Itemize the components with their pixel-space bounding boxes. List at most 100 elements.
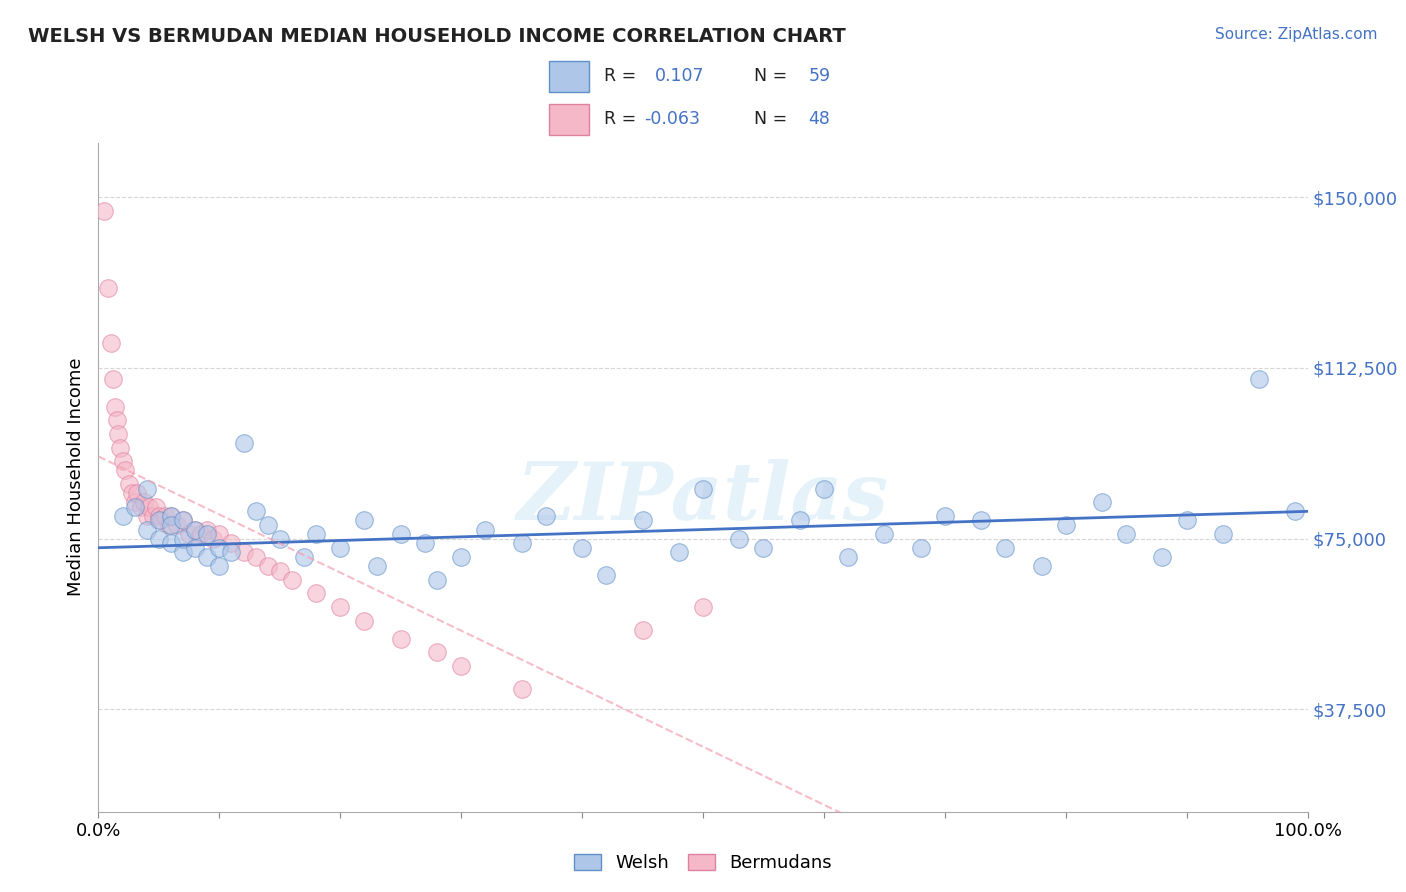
Point	[1212, 527, 1234, 541]
Point	[111, 454, 134, 468]
Point	[172, 532, 194, 546]
Point	[1115, 527, 1137, 541]
Point	[813, 482, 835, 496]
Point	[305, 586, 328, 600]
Point	[1031, 558, 1053, 573]
Text: -0.063: -0.063	[644, 110, 700, 128]
Point	[145, 500, 167, 514]
Point	[142, 508, 165, 523]
Point	[184, 541, 207, 555]
Point	[305, 527, 328, 541]
Point	[148, 513, 170, 527]
Point	[195, 523, 218, 537]
Point	[329, 541, 352, 555]
Point	[124, 500, 146, 514]
Point	[208, 541, 231, 555]
Point	[195, 549, 218, 564]
Point	[208, 558, 231, 573]
Text: 59: 59	[808, 67, 831, 85]
Point	[366, 558, 388, 573]
Point	[138, 500, 160, 514]
Point	[837, 549, 859, 564]
Point	[1249, 372, 1271, 386]
Point	[118, 477, 141, 491]
Point	[752, 541, 775, 555]
Point	[970, 513, 993, 527]
Point	[450, 549, 472, 564]
Point	[281, 573, 304, 587]
Point	[353, 614, 375, 628]
Point	[184, 523, 207, 537]
Y-axis label: Median Household Income: Median Household Income	[66, 358, 84, 597]
Text: 48: 48	[808, 110, 831, 128]
Point	[934, 508, 956, 523]
Point	[994, 541, 1017, 555]
Text: R =: R =	[603, 110, 641, 128]
Point	[534, 508, 557, 523]
Point	[1284, 504, 1306, 518]
Point	[160, 536, 183, 550]
Point	[135, 523, 157, 537]
Point	[135, 482, 157, 496]
Point	[107, 427, 129, 442]
Point	[631, 623, 654, 637]
Point	[93, 204, 115, 219]
Point	[108, 441, 131, 455]
Point	[269, 564, 291, 578]
Text: R =: R =	[603, 67, 641, 85]
Point	[160, 508, 183, 523]
Text: 0.107: 0.107	[655, 67, 704, 85]
Point	[389, 632, 412, 646]
Point	[692, 599, 714, 614]
Point	[269, 532, 291, 546]
Point	[873, 527, 896, 541]
Point	[148, 532, 170, 546]
Point	[221, 536, 243, 550]
Point	[195, 527, 218, 541]
Point	[127, 486, 149, 500]
Point	[232, 545, 254, 559]
Point	[595, 568, 617, 582]
Text: ZIPatlas: ZIPatlas	[517, 458, 889, 536]
Point	[474, 523, 496, 537]
Point	[1054, 518, 1077, 533]
Text: WELSH VS BERMUDAN MEDIAN HOUSEHOLD INCOME CORRELATION CHART: WELSH VS BERMUDAN MEDIAN HOUSEHOLD INCOM…	[28, 27, 846, 45]
Point	[789, 513, 811, 527]
Point	[910, 541, 932, 555]
Point	[101, 372, 124, 386]
Point	[245, 504, 267, 518]
Point	[353, 513, 375, 527]
Point	[389, 527, 412, 541]
Point	[134, 495, 156, 509]
Point	[148, 508, 170, 523]
Point	[292, 549, 315, 564]
FancyBboxPatch shape	[548, 104, 589, 136]
Point	[510, 536, 533, 550]
Point	[190, 527, 212, 541]
Point	[160, 508, 183, 523]
Point	[150, 513, 173, 527]
Point	[1152, 549, 1174, 564]
Text: Source: ZipAtlas.com: Source: ZipAtlas.com	[1215, 27, 1378, 42]
Point	[135, 508, 157, 523]
Point	[232, 436, 254, 450]
Point	[104, 400, 127, 414]
FancyBboxPatch shape	[548, 61, 589, 92]
Point	[571, 541, 593, 555]
Point	[157, 518, 180, 533]
Point	[1091, 495, 1114, 509]
Point	[413, 536, 436, 550]
Point	[172, 545, 194, 559]
Point	[153, 508, 176, 523]
Point	[329, 599, 352, 614]
Point	[256, 558, 278, 573]
Point	[1175, 513, 1198, 527]
Point	[208, 527, 231, 541]
Point	[177, 527, 201, 541]
Point	[728, 532, 751, 546]
Legend: Welsh, Bermudans: Welsh, Bermudans	[567, 847, 839, 880]
Point	[114, 463, 136, 477]
Point	[450, 659, 472, 673]
Point	[172, 513, 194, 527]
Point	[692, 482, 714, 496]
